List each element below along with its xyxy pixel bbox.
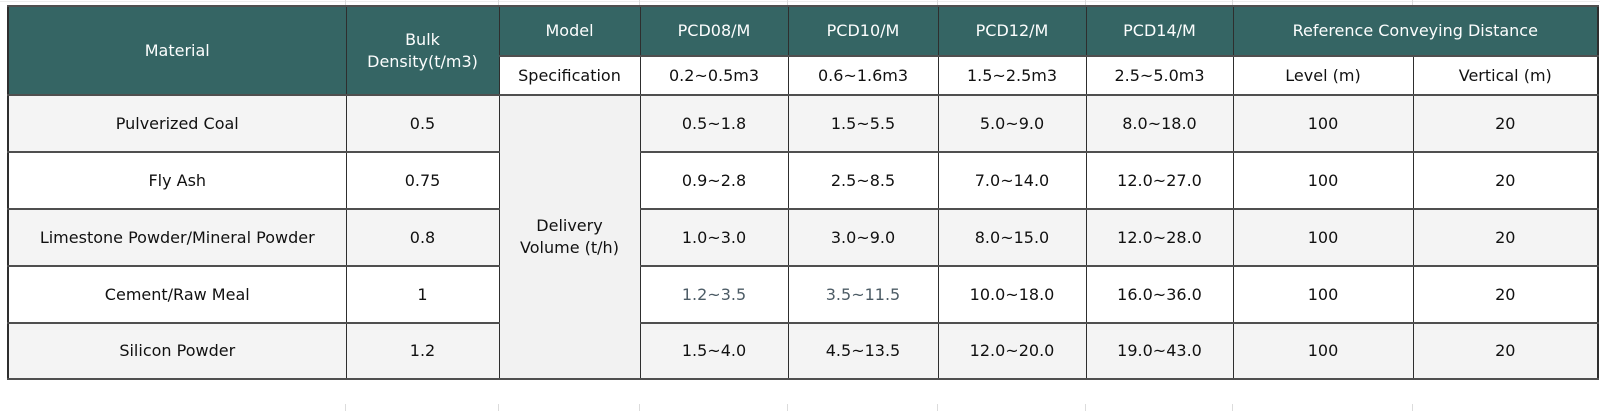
page-gridline-tick (1412, 404, 1413, 411)
page-gridline-tick (937, 404, 938, 411)
page-gridline-tick (787, 0, 788, 5)
material-cell: Limestone Powder/Mineral Powder (7, 208, 347, 267)
volume-cell: 0.5~1.8 (639, 94, 789, 153)
spec-cell-pcd14: 2.5~5.0m3 (1085, 55, 1234, 96)
volume-cell: 4.5~13.5 (787, 322, 939, 380)
level-cell: 100 (1232, 151, 1414, 210)
volume-cell: 19.0~43.0 (1085, 322, 1234, 380)
header-cell-specification: Specification (498, 55, 641, 96)
header-cell-level: Level (m) (1232, 55, 1414, 96)
page-gridline-tick (787, 404, 788, 411)
table-row-cement-raw-meal: Cement/Raw Meal 1 1.2~3.5 3.5~11.5 10.0~… (7, 265, 1599, 324)
page-gridline-tick (937, 0, 938, 5)
page-gridline-tick (1232, 0, 1233, 5)
volume-cell: 12.0~28.0 (1085, 208, 1234, 267)
volume-cell: 12.0~20.0 (937, 322, 1087, 380)
volume-cell: 0.9~2.8 (639, 151, 789, 210)
volume-cell: 12.0~27.0 (1085, 151, 1234, 210)
bulk-density-cell: 1 (345, 265, 500, 324)
page-gridline-horizontal (0, 1, 1600, 2)
volume-cell: 1.5~5.5 (787, 94, 939, 153)
vertical-cell: 20 (1412, 151, 1599, 210)
volume-cell: 16.0~36.0 (1085, 265, 1234, 324)
volume-cell: 8.0~18.0 (1085, 94, 1234, 153)
page-gridline-tick (1085, 0, 1086, 5)
level-cell: 100 (1232, 208, 1414, 267)
header-cell-reference-distance: Reference Conveying Distance (1232, 5, 1599, 57)
volume-cell: 1.5~4.0 (639, 322, 789, 380)
delivery-volume-cell: Delivery Volume (t/h) (498, 94, 641, 380)
table-row-silicon-powder: Silicon Powder 1.2 1.5~4.0 4.5~13.5 12.0… (7, 322, 1599, 380)
vertical-cell: 20 (1412, 208, 1599, 267)
volume-cell: 1.2~3.5 (639, 265, 789, 324)
vertical-cell: 20 (1412, 94, 1599, 153)
level-cell: 100 (1232, 322, 1414, 380)
page-gridline-tick (639, 404, 640, 411)
spec-cell-pcd10: 0.6~1.6m3 (787, 55, 939, 96)
material-cell: Silicon Powder (7, 322, 347, 380)
volume-cell: 3.5~11.5 (787, 265, 939, 324)
spec-table-container: Material Bulk Density(t/m3) Model PCD08/… (7, 5, 1600, 380)
header-row-1: Material Bulk Density(t/m3) Model PCD08/… (7, 5, 1599, 96)
volume-cell: 2.5~8.5 (787, 151, 939, 210)
header-cell-vertical: Vertical (m) (1412, 55, 1599, 96)
spec-table: Material Bulk Density(t/m3) Model PCD08/… (7, 5, 1600, 380)
vertical-cell: 20 (1412, 322, 1599, 380)
header-row-2: Specification 0.2~0.5m3 0.6~1.6m3 1.5~2.… (8, 55, 1599, 96)
table-row-fly-ash: Fly Ash 0.75 0.9~2.8 2.5~8.5 7.0~14.0 12… (7, 151, 1599, 210)
header-cell-pcd12: PCD12/M (937, 5, 1087, 57)
header-cell-material: Material (7, 5, 347, 96)
volume-cell: 5.0~9.0 (937, 94, 1087, 153)
material-cell: Fly Ash (7, 151, 347, 210)
bulk-density-cell: 0.5 (345, 94, 500, 153)
level-cell: 100 (1232, 265, 1414, 324)
volume-cell: 8.0~15.0 (937, 208, 1087, 267)
header-cell-pcd14: PCD14/M (1085, 5, 1234, 57)
bulk-density-cell: 0.75 (345, 151, 500, 210)
page-gridline-tick (1232, 404, 1233, 411)
page-gridline-tick (1412, 0, 1413, 5)
volume-cell: 7.0~14.0 (937, 151, 1087, 210)
level-cell: 100 (1232, 94, 1414, 153)
volume-cell: 3.0~9.0 (787, 208, 939, 267)
material-cell: Cement/Raw Meal (7, 265, 347, 324)
volume-cell: 1.0~3.0 (639, 208, 789, 267)
header-cell-model: Model (498, 5, 641, 57)
page-gridline-tick (345, 404, 346, 411)
vertical-cell: 20 (1412, 265, 1599, 324)
volume-cell: 10.0~18.0 (937, 265, 1087, 324)
spec-cell-pcd12: 1.5~2.5m3 (937, 55, 1087, 96)
page-gridline-tick (345, 0, 346, 5)
table-row-limestone-powder: Limestone Powder/Mineral Powder 0.8 1.0~… (7, 208, 1599, 267)
material-cell: Pulverized Coal (7, 94, 347, 153)
header-cell-bulk-density: Bulk Density(t/m3) (345, 5, 500, 96)
header-cell-pcd08: PCD08/M (639, 5, 789, 57)
page-gridline-tick (498, 404, 499, 411)
spec-cell-pcd08: 0.2~0.5m3 (639, 55, 789, 96)
bulk-density-cell: 1.2 (345, 322, 500, 380)
page-gridline-tick (498, 0, 499, 5)
page-gridline-tick (639, 0, 640, 5)
header-cell-pcd10: PCD10/M (787, 5, 939, 57)
page-gridline-tick (1085, 404, 1086, 411)
table-row-pulverized-coal: Pulverized Coal 0.5 Delivery Volume (t/h… (7, 94, 1599, 380)
bulk-density-cell: 0.8 (345, 208, 500, 267)
